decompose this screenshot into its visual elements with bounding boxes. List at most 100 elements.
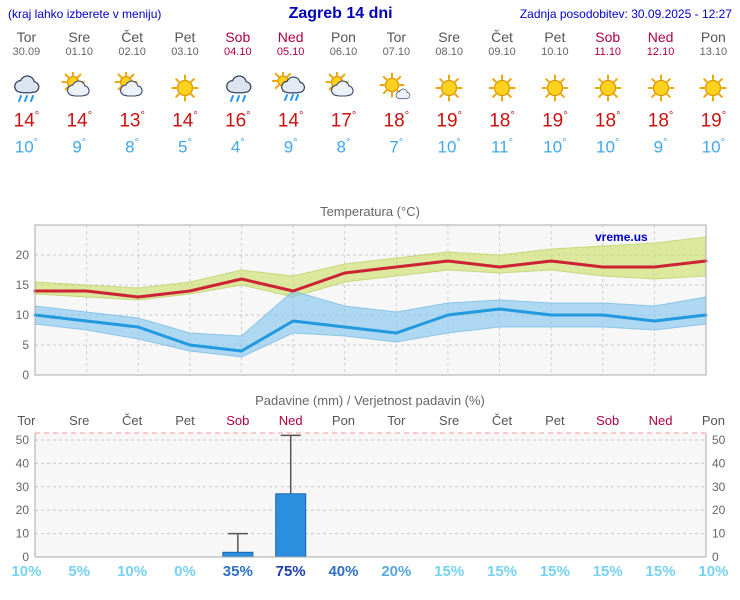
precip-day-label: Pet: [175, 412, 195, 428]
temp-max: 13°: [119, 110, 145, 132]
svg-text:0: 0: [22, 368, 29, 381]
svg-text:20: 20: [712, 503, 726, 517]
day-date: 04.10: [224, 46, 252, 58]
rain-icon: [211, 68, 264, 108]
temp-max: 18°: [489, 110, 515, 132]
day-column: Ned 05.10 14° 9°: [264, 29, 317, 158]
precip-probability: 5%: [68, 562, 91, 580]
precip-day-label: Čet: [121, 412, 143, 428]
temp-max: 17°: [330, 110, 357, 132]
precip-day-label: Tor: [17, 412, 36, 428]
precip-day-label: Pon: [701, 412, 725, 428]
day-date: 08.10: [435, 46, 463, 58]
precip-probability: 0%: [174, 562, 196, 580]
svg-text:10: 10: [712, 527, 726, 541]
page-title: Zagreb 14 dni: [288, 5, 393, 22]
temp-max: 19°: [436, 110, 462, 132]
day-date: 06.10: [329, 46, 358, 58]
temp-max: 14°: [13, 110, 40, 132]
precip-probability: 15%: [592, 562, 623, 580]
precip-day-label: Sre: [69, 412, 90, 428]
day-column: Pon 06.10 17° 8°: [317, 29, 370, 158]
precip-bar: [275, 493, 307, 558]
day-name: Tor: [386, 29, 407, 45]
svg-text:30: 30: [712, 480, 726, 494]
precip-day-label: Čet: [491, 412, 513, 428]
day-date: 02.10: [118, 46, 146, 58]
precip-probability: 35%: [222, 562, 253, 580]
watermark: vreme.us: [595, 230, 648, 244]
precip-chart-title: Padavine (mm) / Verjetnost padavin (%): [255, 392, 485, 408]
temp-min: 10°: [437, 137, 461, 157]
day-name: Sob: [595, 29, 621, 45]
temp-min: 4°: [230, 137, 245, 157]
day-column: Tor 07.10 18° 7°: [370, 29, 423, 158]
day-name: Pet: [174, 29, 196, 45]
temp-max: 19°: [700, 110, 727, 132]
day-column: Sre 08.10 19° 10°: [423, 29, 476, 158]
day-date: 10.10: [541, 46, 569, 58]
temp-max: 18°: [594, 110, 621, 132]
temp-min: 9°: [283, 137, 298, 157]
partly-cloudy-icon: [53, 68, 106, 108]
mostly-sunny-icon: [370, 68, 423, 108]
temp-max: 18°: [647, 110, 674, 132]
location-menu-note: (kraj lahko izberete v meniju): [8, 7, 162, 21]
day-column: Čet 09.10 18° 11°: [476, 29, 529, 158]
temp-max: 14°: [172, 110, 198, 132]
day-date: 07.10: [382, 46, 411, 58]
day-name: Čet: [491, 29, 513, 45]
svg-text:10: 10: [16, 308, 30, 322]
temp-max: 18°: [383, 110, 410, 132]
sunny-icon: [423, 68, 476, 108]
day-name: Ned: [277, 29, 304, 45]
temp-min: 5°: [178, 137, 192, 157]
sunny-icon: [159, 68, 212, 108]
svg-text:20: 20: [16, 503, 30, 517]
svg-text:0: 0: [22, 550, 29, 562]
forecast-strip: Tor 30.09 14° 10° Sre 01.10 14° 9° Čet 02.10 13° 8°…: [0, 29, 740, 158]
sun-rain-icon: [264, 68, 317, 108]
partly-cloudy-icon: [317, 68, 370, 108]
day-column: Pet 10.10 19° 10°: [528, 29, 581, 158]
sunny-icon: [476, 68, 529, 108]
svg-text:50: 50: [712, 433, 726, 447]
temp-min: 10°: [701, 137, 726, 157]
day-name: Pon: [331, 29, 356, 45]
temp-min: 8°: [336, 137, 351, 157]
svg-text:5: 5: [22, 338, 29, 352]
precip-probabilities: 10% 5% 10% 0% 35% 75% 40% 20% 15% 15% 15% 15% 15% 10%: [0, 563, 740, 580]
series-temperatura-max: [33, 259, 708, 299]
temp-min: 7°: [389, 137, 404, 157]
partly-cloudy-icon: [106, 68, 159, 108]
precip-probability: 10%: [11, 562, 42, 580]
day-column: Sob 04.10 16° 4°: [211, 29, 264, 158]
svg-text:50: 50: [16, 433, 30, 447]
temp-min: 10°: [596, 137, 620, 157]
sunny-icon: [581, 68, 634, 108]
precip-probability: 20%: [381, 562, 412, 580]
precip-probability: 15%: [487, 562, 518, 580]
day-column: Pet 03.10 14° 5°: [159, 29, 212, 158]
temp-max: 16°: [225, 110, 251, 132]
day-name: Sre: [438, 29, 461, 45]
precip-chart: 0 0 10 10 20 20 30 30 40 40 50 50: [16, 432, 726, 562]
precip-day-label: Sre: [439, 412, 460, 428]
day-column: Ned 12.10 18° 9°: [634, 29, 687, 158]
last-updated: Zadnja posodobitev: 30.09.2025 - 12:27: [519, 7, 732, 21]
precip-probability: 10%: [117, 562, 148, 580]
day-column: Tor 30.09 14° 10°: [0, 29, 53, 158]
precip-probability: 15%: [645, 562, 676, 580]
day-name: Čet: [121, 29, 143, 45]
precip-day-label: Ned: [278, 412, 303, 428]
day-name: Sre: [68, 29, 91, 45]
day-column: Čet 02.10 13° 8°: [106, 29, 159, 158]
precip-day-label: Ned: [648, 412, 673, 428]
temperature-chart: 0 5 10 15 20 vreme.us: [16, 224, 708, 381]
day-name: Tor: [16, 29, 37, 45]
precip-probability: 15%: [539, 562, 570, 580]
svg-text:10: 10: [16, 527, 30, 541]
rain-icon: [0, 68, 53, 108]
svg-text:40: 40: [712, 456, 726, 470]
topbar: (kraj lahko izberete v meniju) Zagreb 14…: [0, 0, 740, 23]
